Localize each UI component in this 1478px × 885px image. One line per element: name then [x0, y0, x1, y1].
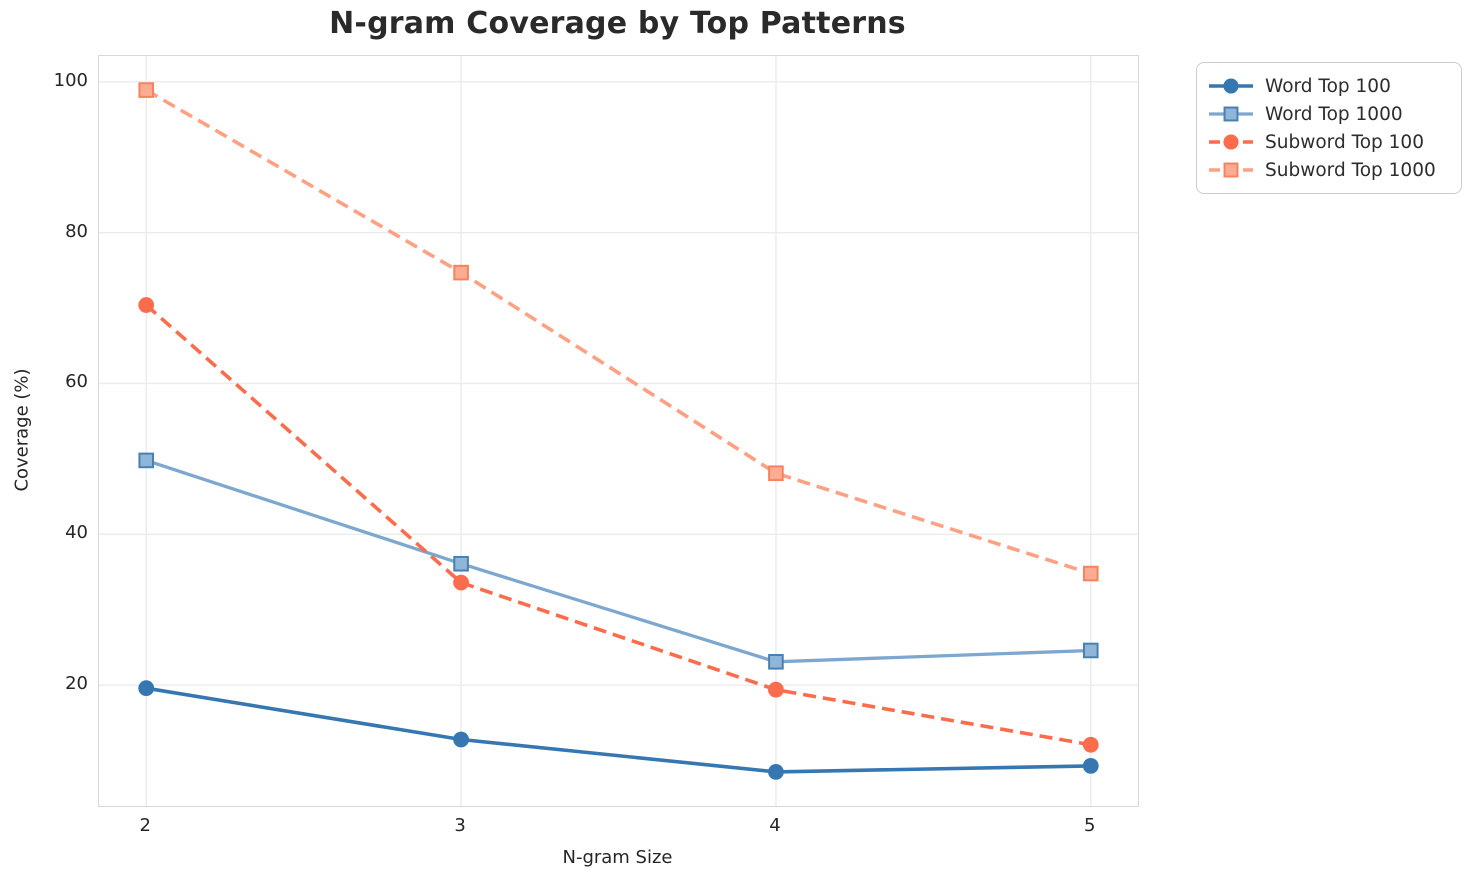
marker-subword-top-1000	[768, 465, 784, 482]
plot-area	[98, 55, 1139, 807]
x-tick-label-3: 3	[454, 815, 466, 836]
marker-subword-top-100	[768, 681, 784, 698]
legend-label: Word Top 100	[1265, 75, 1391, 97]
x-tick-label-5: 5	[1084, 815, 1096, 836]
x-axis-label: N-gram Size	[562, 847, 673, 868]
y-tick-label-100: 100	[53, 69, 88, 91]
legend-item-subword-top-1000: Subword Top 1000	[1207, 156, 1449, 184]
marker-subword-top-1000	[453, 264, 469, 281]
marker-subword-top-1000	[1082, 565, 1099, 582]
chart-title: N-gram Coverage by Top Patterns	[329, 6, 906, 41]
y-tick-label-80: 80	[65, 220, 88, 242]
legend-sample-subword-top-1000	[1209, 162, 1253, 178]
marker-subword-top-100	[138, 297, 155, 313]
legend-item-word-top-100: Word Top 100	[1207, 72, 1449, 100]
legend-label: Subword Top 100	[1265, 131, 1424, 153]
legend: Word Top 100 Word Top 1000 Subword Top 100…	[1196, 62, 1462, 194]
marker-word-top-1000	[1223, 106, 1239, 122]
marker-subword-top-1000	[1223, 162, 1239, 178]
x-tick-label-2: 2	[139, 815, 151, 836]
legend-label: Word Top 1000	[1265, 103, 1403, 125]
legend-sample-word-top-100	[1209, 78, 1253, 94]
legend-sample-word-top-1000	[1209, 106, 1253, 122]
marker-word-top-100	[138, 680, 155, 697]
marker-word-top-1000	[768, 653, 784, 670]
y-tick-label-60: 60	[65, 371, 88, 393]
marker-word-top-100	[768, 764, 784, 780]
marker-subword-top-100	[1223, 134, 1239, 150]
legend-item-subword-top-100: Subword Top 100	[1207, 128, 1449, 156]
y-tick-label-20: 20	[65, 673, 88, 695]
marker-word-top-1000	[1082, 642, 1099, 659]
series-line-word-top-100	[145, 686, 1091, 774]
marker-subword-top-100	[1082, 736, 1099, 753]
marker-subword-top-1000	[138, 82, 155, 98]
legend-label: Subword Top 1000	[1265, 159, 1436, 181]
marker-word-top-1000	[453, 555, 469, 572]
series-line-word-top-1000	[145, 458, 1091, 664]
series-line-subword-top-100	[145, 303, 1092, 747]
legend-sample-subword-top-100	[1209, 134, 1253, 150]
y-tick-label-40: 40	[65, 522, 88, 544]
x-tick-label-4: 4	[769, 815, 781, 836]
marker-word-top-100	[1082, 757, 1099, 774]
marker-word-top-100	[1223, 78, 1239, 94]
marker-word-top-1000	[138, 452, 155, 469]
series-line-subword-top-1000	[145, 88, 1092, 576]
marker-word-top-100	[453, 731, 469, 748]
plot-canvas	[99, 56, 1138, 806]
marker-subword-top-100	[453, 574, 469, 591]
legend-item-word-top-1000: Word Top 1000	[1207, 100, 1449, 128]
